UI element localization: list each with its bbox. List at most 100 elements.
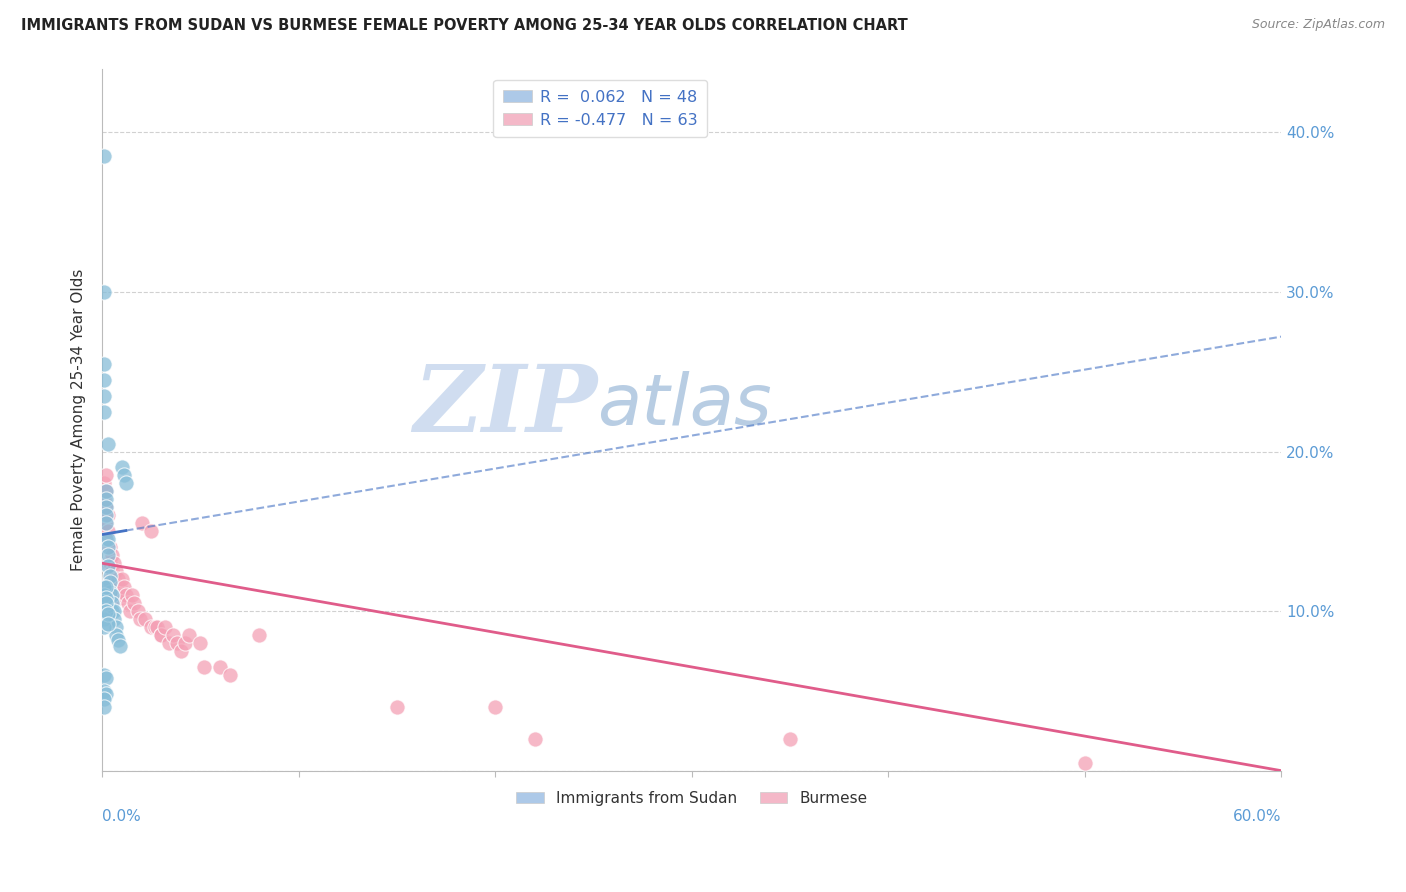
Point [97, 524, 120, 539]
Point [157, 636, 180, 650]
Point [108, 639, 131, 653]
Point [249, 628, 271, 642]
Point [94, 591, 117, 606]
Point [97, 548, 120, 562]
Point [162, 628, 184, 642]
Point [131, 516, 153, 531]
Point [98, 575, 121, 590]
Point [93, 684, 115, 698]
Point [94, 500, 117, 515]
Point [93, 699, 115, 714]
Point [93, 533, 115, 547]
Point [143, 620, 166, 634]
Point [97, 556, 120, 570]
Point [101, 596, 124, 610]
Point [98, 556, 121, 570]
Text: 0.0%: 0.0% [103, 809, 141, 824]
Point [97, 508, 120, 523]
Point [94, 468, 117, 483]
Point [93, 149, 115, 163]
Point [101, 564, 124, 578]
Point [484, 699, 506, 714]
Point [166, 636, 188, 650]
Point [101, 548, 124, 562]
Point [114, 588, 136, 602]
Point [121, 588, 143, 602]
Point [111, 588, 134, 602]
Point [94, 671, 117, 685]
Point [134, 612, 156, 626]
Point [101, 580, 124, 594]
Point [114, 476, 136, 491]
Point [93, 516, 115, 531]
Point [108, 591, 131, 606]
Point [173, 636, 195, 650]
Point [1074, 756, 1097, 770]
Point [97, 541, 120, 555]
Point [94, 516, 117, 531]
Point [127, 604, 149, 618]
Text: atlas: atlas [598, 371, 772, 440]
Point [779, 731, 801, 746]
Point [104, 620, 127, 634]
Point [146, 620, 169, 634]
Point [112, 580, 135, 594]
Text: IMMIGRANTS FROM SUDAN VS BURMESE FEMALE POVERTY AMONG 25-34 YEAR OLDS CORRELATIO: IMMIGRANTS FROM SUDAN VS BURMESE FEMALE … [21, 18, 908, 33]
Point [193, 660, 215, 674]
Point [97, 436, 120, 450]
Point [111, 460, 134, 475]
Point [141, 524, 163, 539]
Point [122, 596, 145, 610]
Point [98, 541, 121, 555]
Point [93, 357, 115, 371]
Point [101, 588, 124, 602]
Point [93, 508, 115, 523]
Point [111, 572, 134, 586]
Point [190, 636, 212, 650]
Text: ZIP: ZIP [413, 360, 598, 450]
Point [107, 588, 129, 602]
Point [97, 533, 120, 547]
Point [94, 533, 117, 547]
Point [93, 588, 115, 602]
Point [101, 604, 124, 618]
Point [94, 484, 117, 499]
Point [93, 476, 115, 491]
Point [103, 604, 125, 618]
Point [141, 620, 163, 634]
Point [97, 559, 120, 574]
Point [93, 668, 115, 682]
Point [98, 569, 121, 583]
Point [94, 508, 117, 523]
Point [97, 541, 120, 555]
Point [94, 604, 117, 618]
Point [209, 660, 232, 674]
Point [94, 500, 117, 515]
Point [108, 580, 131, 594]
Point [93, 580, 115, 594]
Point [153, 620, 176, 634]
Point [93, 492, 115, 507]
Point [94, 687, 117, 701]
Point [94, 484, 117, 499]
Point [112, 468, 135, 483]
Text: 60.0%: 60.0% [1233, 809, 1281, 824]
Text: Source: ZipAtlas.com: Source: ZipAtlas.com [1251, 18, 1385, 31]
Point [97, 616, 120, 631]
Point [385, 699, 408, 714]
Point [94, 533, 117, 547]
Point [93, 612, 115, 626]
Point [107, 572, 129, 586]
Legend: Immigrants from Sudan, Burmese: Immigrants from Sudan, Burmese [510, 785, 873, 813]
Point [103, 612, 125, 626]
Point [93, 620, 115, 634]
Point [97, 607, 120, 622]
Point [117, 596, 139, 610]
Point [219, 668, 242, 682]
Point [150, 628, 173, 642]
Point [98, 572, 121, 586]
Point [150, 628, 173, 642]
Point [94, 580, 117, 594]
Point [103, 556, 125, 570]
Point [94, 516, 117, 531]
